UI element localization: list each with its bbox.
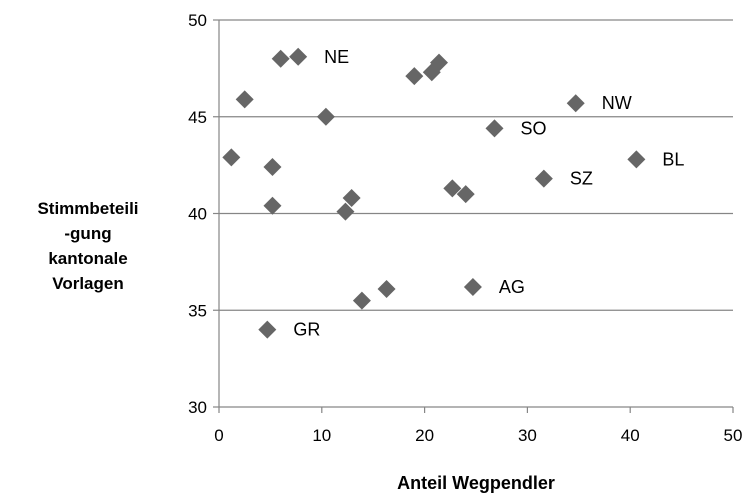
data-point-11 xyxy=(353,292,371,310)
data-point-21 xyxy=(567,94,585,112)
data-point-4 xyxy=(263,197,281,215)
point-label-ne: NE xyxy=(324,47,349,67)
data-point-20 xyxy=(535,170,553,188)
axes xyxy=(213,20,733,413)
point-label-ag: AG xyxy=(499,277,525,297)
y-tick-label-50: 50 xyxy=(188,11,207,30)
point-label-bl: BL xyxy=(662,149,684,169)
x-tick-label-0: 0 xyxy=(214,426,223,445)
y-tick-label-30: 30 xyxy=(188,398,207,417)
point-label-sz: SZ xyxy=(570,169,593,189)
data-point-13 xyxy=(405,67,423,85)
data-point-19 xyxy=(486,119,504,137)
data-point-1 xyxy=(222,148,240,166)
y-tick-label-45: 45 xyxy=(188,108,207,127)
data-point-3 xyxy=(258,321,276,339)
data-point-6 xyxy=(272,50,290,68)
x-tick-label-10: 10 xyxy=(312,426,331,445)
x-tick-label-30: 30 xyxy=(518,426,537,445)
data-points xyxy=(222,48,645,339)
data-point-12 xyxy=(378,280,396,298)
point-label-gr: GR xyxy=(293,320,320,340)
x-axis-label: Anteil Wegpendler xyxy=(397,473,555,493)
data-point-8 xyxy=(317,108,335,126)
tick-labels: 30 35 40 45 50 0 10 20 30 40 50 xyxy=(188,11,742,445)
x-tick-label-50: 50 xyxy=(724,426,743,445)
data-point-18 xyxy=(464,278,482,296)
data-point-22 xyxy=(627,150,645,168)
y-tick-label-35: 35 xyxy=(188,301,207,320)
data-point-5 xyxy=(263,158,281,176)
point-label-nw: NW xyxy=(602,93,632,113)
x-tick-label-20: 20 xyxy=(415,426,434,445)
y-axis-label: Stimmbeteili -gung kantonale Vorlagen xyxy=(0,196,176,296)
data-point-7 xyxy=(289,48,307,66)
x-tick-label-40: 40 xyxy=(621,426,640,445)
point-label-so: SO xyxy=(521,118,547,138)
y-tick-label-40: 40 xyxy=(188,205,207,224)
data-point-2 xyxy=(236,90,254,108)
